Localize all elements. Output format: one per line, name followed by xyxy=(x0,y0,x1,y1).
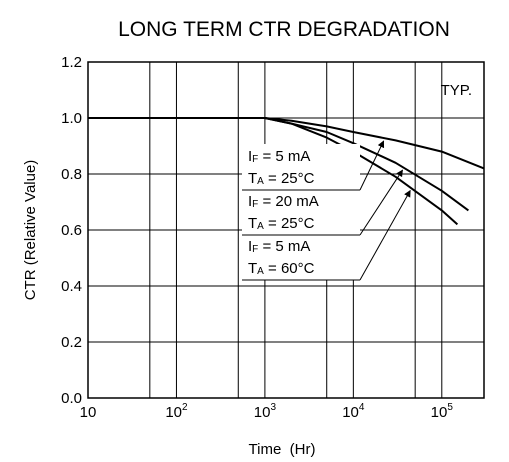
series-labels: IF = 5 mA TA = 25°C IF = 20 mA TA = 25°C IF … xyxy=(242,144,360,280)
y-tick-label: 0.6 xyxy=(61,222,82,239)
x-tick-label: 103 xyxy=(254,402,277,421)
y-tick-label: 0.4 xyxy=(61,278,82,295)
leader-arrows xyxy=(242,140,411,281)
leader-arrow xyxy=(359,189,411,281)
x-axis-title: Time (Hr) xyxy=(249,441,316,458)
y-axis-title: CTR (Relative Value) xyxy=(22,160,39,301)
y-tick-label: 0.2 xyxy=(61,334,82,351)
series-label-text: IF = 20 mA xyxy=(248,193,319,210)
x-tick-label: 102 xyxy=(165,402,188,421)
series-label-box xyxy=(242,144,360,190)
plot-frame xyxy=(87,61,485,399)
curves xyxy=(88,116,484,226)
x-tick-labels: 10 102 103 104 105 xyxy=(80,402,454,421)
x-tick-label: 105 xyxy=(431,402,454,421)
leader-arrow xyxy=(359,140,385,191)
x-tick-label: 10 xyxy=(80,404,97,421)
y-tick-label: 1.2 xyxy=(61,54,82,71)
series-label-text: IF = 5 mA xyxy=(248,238,310,255)
series-label-box xyxy=(242,189,360,235)
y-tick-labels: 0.0 0.2 0.4 0.6 0.8 1.0 1.2 xyxy=(61,54,82,407)
y-tick-label: 1.0 xyxy=(61,110,82,127)
chart-title: LONG TERM CTR DEGRADATION xyxy=(118,18,450,41)
series-label-text: TA = 25°C xyxy=(248,215,315,232)
typical-annotation: TYP. xyxy=(441,82,472,99)
y-tick-label: 0.8 xyxy=(61,166,82,183)
leader-arrow xyxy=(359,169,403,236)
x-tick-label: 104 xyxy=(342,402,365,421)
series-label-text: IF = 5 mA xyxy=(248,148,310,165)
series-label-box xyxy=(242,234,360,280)
series-label-text: TA = 60°C xyxy=(248,260,315,277)
series-label-text: TA = 25°C xyxy=(248,170,315,187)
y-tick-label: 0.0 xyxy=(61,390,82,407)
series-line-3 xyxy=(88,116,459,226)
